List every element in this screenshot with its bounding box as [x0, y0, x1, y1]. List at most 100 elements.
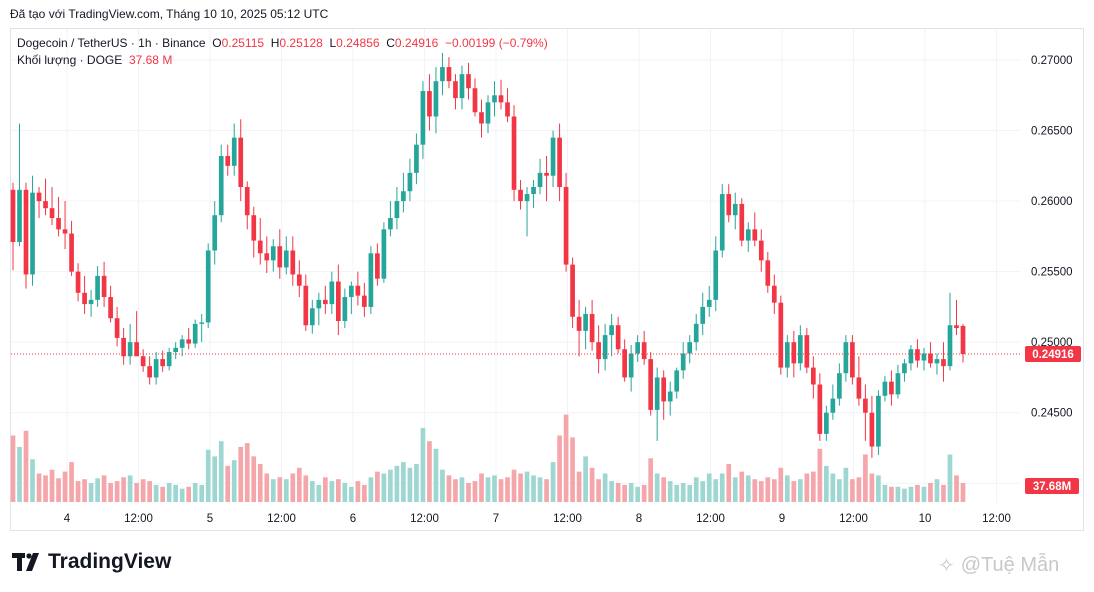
candle-body: [700, 306, 706, 324]
candle-body: [889, 381, 894, 395]
candle-body: [199, 322, 205, 324]
x-tick-label: 7: [493, 513, 499, 525]
volume-bar: [440, 469, 445, 502]
volume-bar: [869, 473, 875, 502]
candle-body: [921, 353, 927, 361]
last-volume-tag: [1025, 478, 1079, 494]
candle-body: [687, 342, 693, 354]
volume-bar: [837, 479, 842, 502]
volume-bar: [251, 456, 257, 502]
volume-bar: [804, 473, 810, 502]
candle-body: [843, 342, 849, 374]
candle-body: [895, 373, 901, 395]
symbol-label[interactable]: Dogecoin / TetherUS · 1h · Binance: [17, 36, 206, 50]
volume-bar: [635, 486, 640, 502]
volume-bar: [771, 479, 777, 502]
candle-body: [231, 137, 237, 166]
volume-bar: [459, 477, 465, 502]
candle-body: [309, 308, 315, 326]
volume-bar: [518, 473, 523, 502]
volume-bar: [609, 481, 614, 502]
candle-body: [30, 192, 35, 275]
candle-body: [915, 349, 920, 361]
candle-body: [745, 229, 751, 241]
candle-body: [108, 297, 113, 319]
candle-body: [693, 323, 699, 343]
candle-body: [674, 370, 680, 392]
volume-bar: [498, 479, 504, 502]
candle-body: [667, 391, 673, 402]
candle-body: [719, 194, 725, 251]
candle-body: [804, 335, 810, 368]
candle-body: [485, 102, 491, 124]
volume-bar: [296, 467, 302, 502]
candle-body: [95, 275, 100, 300]
volume-bar: [453, 479, 458, 502]
volume-bar: [264, 473, 270, 502]
candle-body: [869, 412, 875, 447]
volume-bar: [843, 467, 849, 502]
candle-body: [602, 335, 608, 360]
candle-body: [765, 260, 771, 286]
volume-bar: [231, 460, 237, 502]
volume-label[interactable]: Khối lượng · DOGE: [17, 53, 123, 67]
candle-body: [817, 384, 823, 434]
volume-bar: [797, 479, 803, 502]
candle-body: [928, 353, 933, 364]
candle-body: [414, 144, 419, 173]
candle-body: [583, 313, 588, 331]
volume-bar: [583, 456, 588, 502]
volume-bar: [544, 479, 549, 502]
candle-body: [654, 377, 660, 410]
brand-name: TradingView: [48, 550, 172, 573]
candle-body: [537, 172, 543, 187]
candle-body: [518, 189, 523, 202]
candle-body: [472, 88, 478, 113]
volume-bar: [388, 469, 393, 502]
candle-body: [349, 285, 354, 298]
candle-body: [661, 377, 667, 402]
candle-body: [752, 229, 758, 241]
candle-body: [544, 172, 549, 176]
y-tick-label: 0.26000: [1031, 196, 1073, 208]
volume-bar: [908, 486, 914, 502]
candle-body: [257, 240, 263, 254]
candle-body: [160, 359, 165, 367]
candle-body: [453, 81, 458, 99]
candle-body: [732, 203, 738, 216]
close-label: C: [386, 36, 395, 50]
volume-bar: [368, 477, 374, 502]
x-tick-label: 12:00: [267, 513, 296, 525]
volume-bar: [485, 477, 491, 502]
volume-bar: [401, 462, 406, 502]
volume-bar: [472, 481, 478, 502]
chart-frame: [10, 28, 1084, 531]
volume-bar: [88, 483, 94, 502]
volume-bar: [192, 483, 198, 502]
candle-body: [147, 366, 152, 378]
candle-body: [277, 246, 283, 268]
candle-body: [680, 353, 686, 371]
candle-body: [342, 297, 348, 322]
volume-bar: [713, 479, 719, 502]
candle-body: [726, 194, 732, 216]
volume-bar: [817, 448, 823, 502]
candle-body: [531, 187, 536, 195]
volume-bar: [915, 484, 920, 502]
volume-bar: [921, 486, 927, 502]
volume-bar: [17, 446, 22, 502]
y-tick-label: 0.24500: [1031, 408, 1073, 420]
candle-body: [947, 325, 953, 367]
volume-bar: [127, 475, 133, 502]
tradingview-logo[interactable]: TradingView: [12, 550, 171, 574]
candle-body: [401, 191, 406, 202]
candle-body: [635, 342, 640, 354]
volume-bar: [524, 471, 530, 502]
candle-body: [589, 313, 595, 343]
volume-bar: [667, 481, 673, 502]
volume-bar: [726, 464, 732, 502]
candle-body: [811, 367, 816, 385]
volume-bar: [811, 471, 816, 502]
candle-body: [270, 246, 276, 261]
